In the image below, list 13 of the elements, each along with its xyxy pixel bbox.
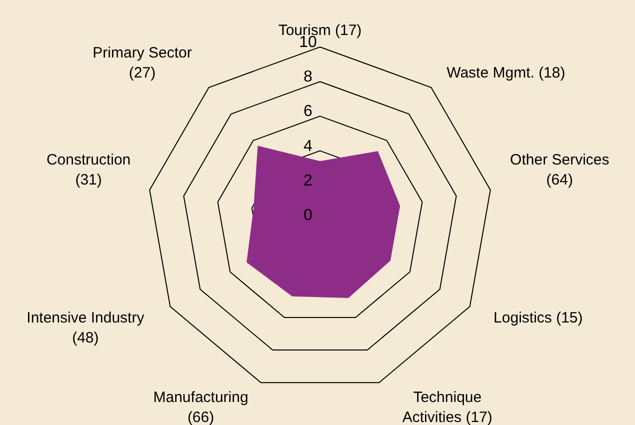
spoke-label: Intensive Industry (48)	[26, 310, 145, 346]
spoke-label: Other Services (64)	[510, 152, 610, 189]
spoke-label: Primary Sector (27)	[92, 44, 192, 82]
y-tick-label: 4	[304, 138, 313, 155]
y-tick-label: 8	[304, 68, 313, 86]
spoke-label: Manufacturing (66)	[153, 389, 248, 425]
spoke-label: Construction (31)	[46, 152, 131, 189]
spoke-label: Technique Activities (17)	[402, 389, 492, 425]
y-tick-label: 0	[304, 207, 313, 224]
y-tick-label: 6	[304, 103, 313, 120]
spoke-label: Waste Mgmt. (18)	[446, 64, 566, 82]
spoke-label: Logistics (15)	[494, 310, 583, 326]
y-tick-label: 2	[304, 172, 313, 190]
